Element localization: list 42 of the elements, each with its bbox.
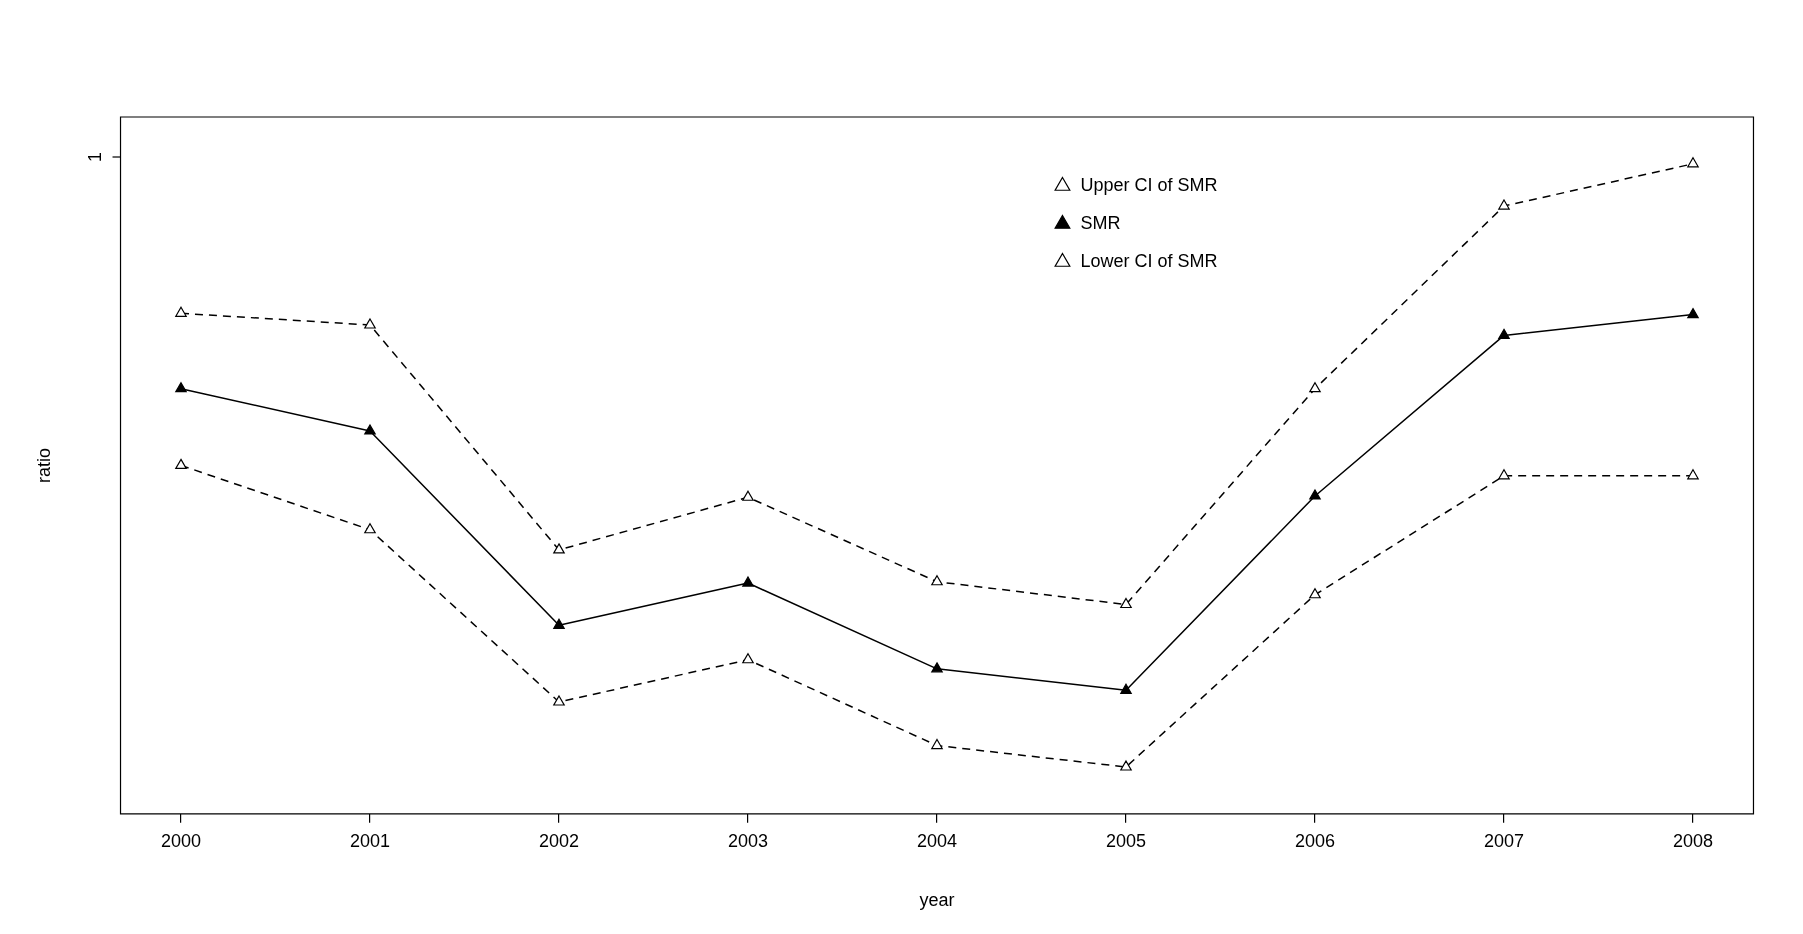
point [1687,157,1699,168]
x-tick-label: 2005 [1105,830,1147,851]
point [1498,328,1510,339]
point [742,490,754,501]
point [364,424,376,435]
point [1309,489,1321,500]
point [1687,308,1699,319]
point [1120,683,1132,694]
x-tick-label: 2002 [538,830,580,851]
x-tick-label: 2001 [349,830,391,851]
point [175,306,187,317]
point [175,458,187,469]
x-tick-label: 2003 [727,830,769,851]
point [1498,469,1510,480]
x-tick-label: 2006 [1294,830,1336,851]
point [364,523,376,534]
point [931,738,943,750]
x-axis-title: year [919,890,955,911]
legend-label: Lower CI of SMR [1080,250,1218,271]
legend-label: Upper CI of SMR [1080,174,1218,195]
x-tick-label: 2007 [1483,830,1525,851]
point [1309,588,1321,599]
point [1498,199,1510,210]
point [1120,760,1132,771]
legend-label: SMR [1080,212,1121,233]
text: 1 [85,151,106,163]
point [931,575,943,586]
point [742,653,754,664]
point [742,576,754,587]
point [553,695,565,706]
point [931,662,943,673]
point [553,618,565,629]
x-tick-label: 2000 [160,830,202,851]
x-tick-label: 2004 [916,830,958,851]
point [553,543,565,554]
y-axis-title: ratio [34,447,55,483]
point [1120,597,1132,609]
point [175,382,187,393]
point [364,318,376,329]
point [1309,382,1321,393]
x-tick-label: 2008 [1672,830,1714,851]
point [1687,469,1699,480]
